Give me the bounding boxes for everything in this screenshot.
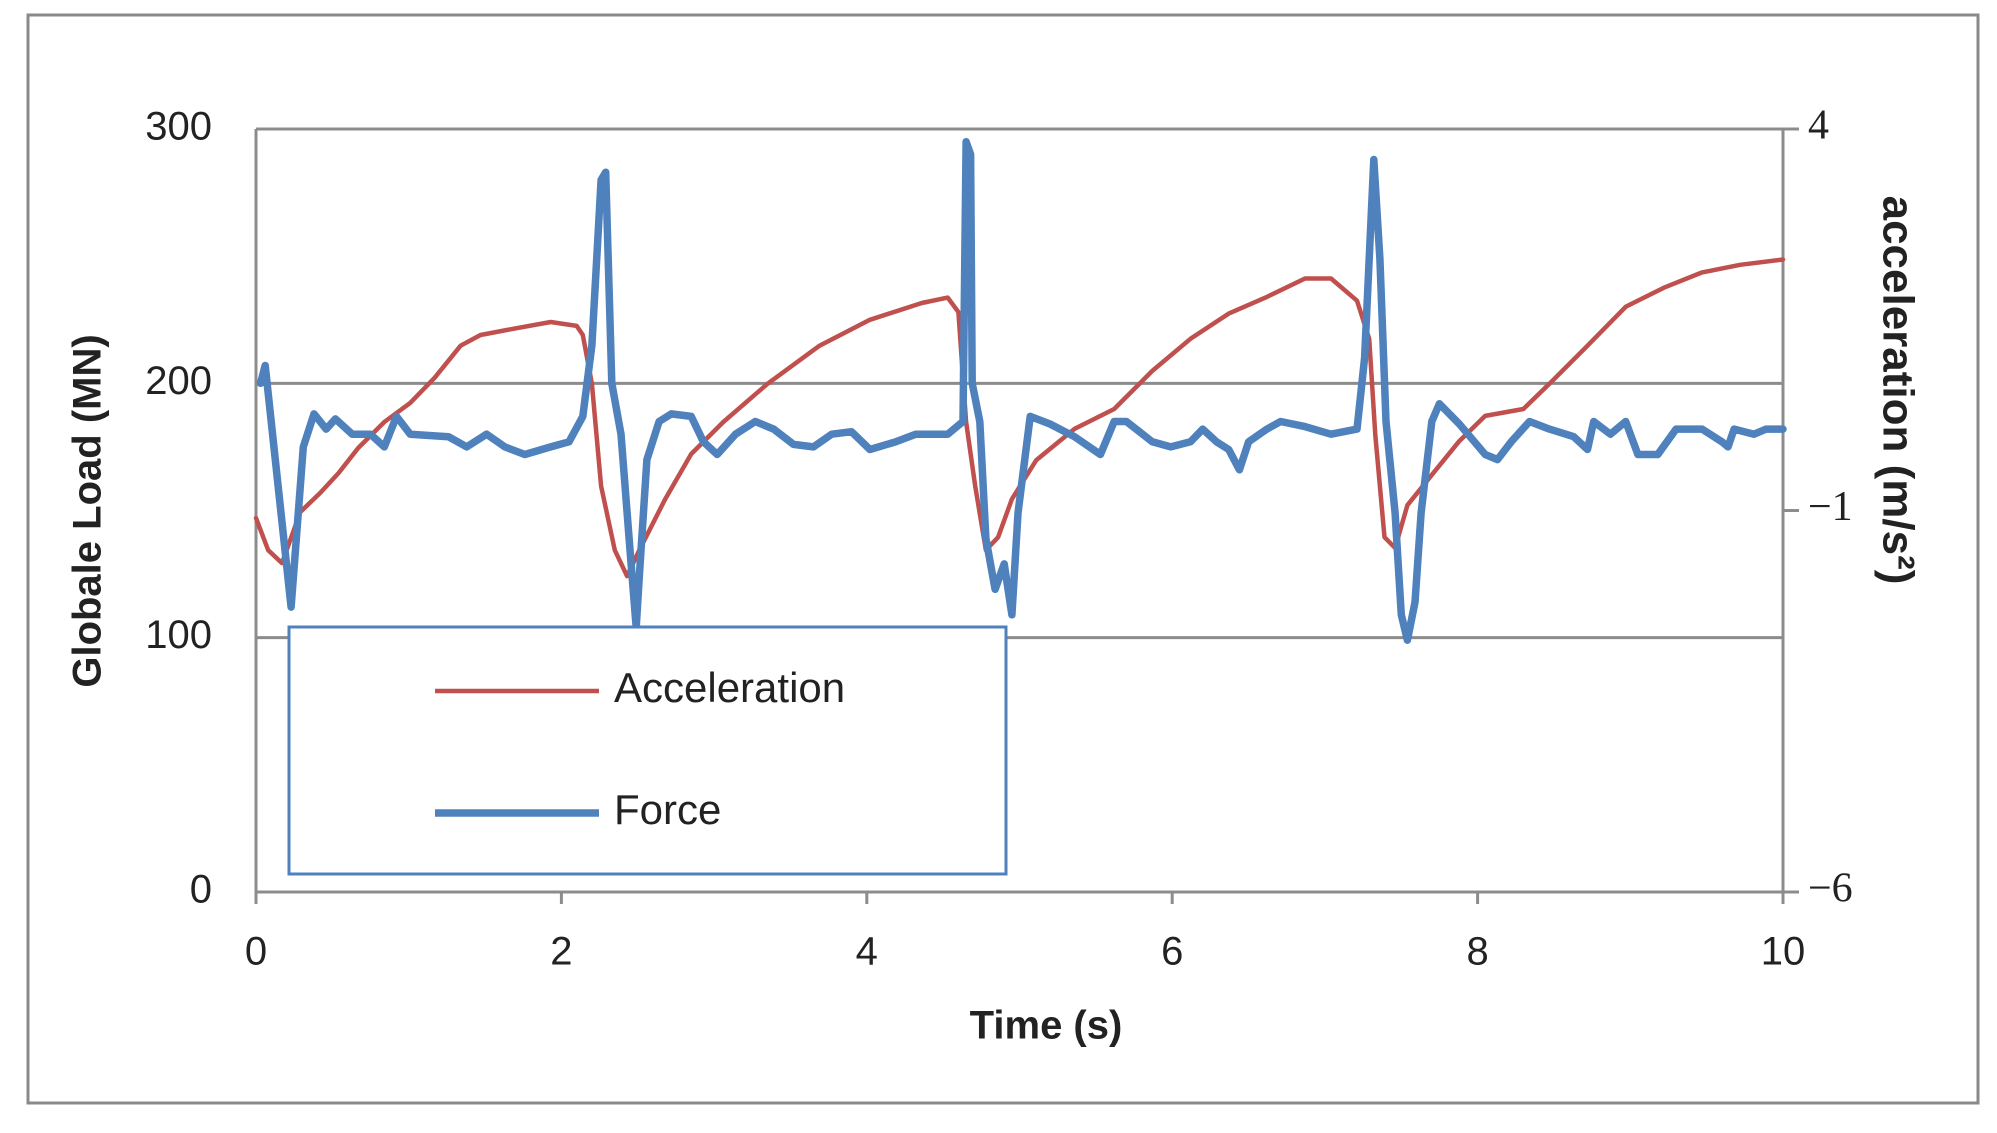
legend-box <box>287 625 1008 876</box>
y-axis-title: Globale Load (MN) <box>66 334 110 687</box>
x-axis-title: Time (s) <box>970 1004 1123 1048</box>
x-tick-label: 0 <box>245 930 267 974</box>
y-tick-label: 200 <box>145 359 212 403</box>
chart-border <box>26 13 1980 1105</box>
y2-tick-label: −6 <box>1808 866 1853 912</box>
legend-label: Acceleration <box>614 664 845 711</box>
y2-axis-title: acceleration (m/s²) <box>1873 196 1922 585</box>
x-tick-label: 8 <box>1466 930 1488 974</box>
x-tick-label: 6 <box>1161 930 1183 974</box>
x-tick-label: 10 <box>1761 930 1806 974</box>
x-tick-label: 2 <box>550 930 572 974</box>
y-tick-label: 100 <box>145 613 212 657</box>
data-line <box>256 137 1787 644</box>
y2-tick-label: −1 <box>1808 484 1853 530</box>
y-tick-label: 300 <box>145 105 212 149</box>
legend-label: Force <box>614 786 721 833</box>
y-tick-label: 0 <box>190 868 212 912</box>
y2-tick-label: 4 <box>1808 103 1829 149</box>
x-tick-label: 4 <box>856 930 878 974</box>
